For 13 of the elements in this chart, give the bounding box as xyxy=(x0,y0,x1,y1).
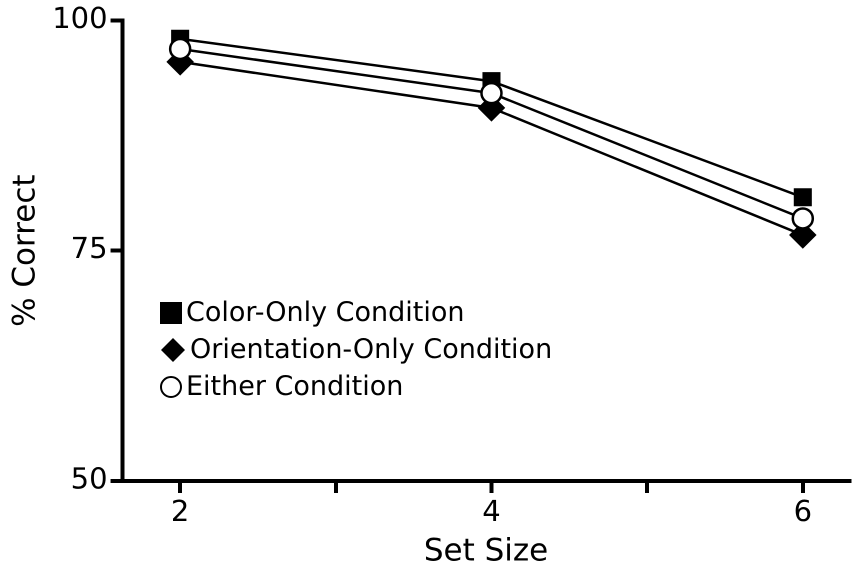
y-tick-label: 75 xyxy=(70,231,108,266)
legend-label: Orientation-Only Condition xyxy=(190,333,552,367)
y-tick-label: 100 xyxy=(52,0,108,35)
x-axis-title: Set Size xyxy=(424,532,548,568)
legend-label: Color-Only Condition xyxy=(186,296,465,330)
point xyxy=(792,207,814,230)
x-tick-label: 4 xyxy=(482,494,501,528)
y-tick-label: 50 xyxy=(70,462,108,496)
point xyxy=(794,188,812,206)
x-tick-label: 2 xyxy=(170,494,190,528)
y-axis-title: % Correct xyxy=(6,174,43,327)
legend-label: Either Condition xyxy=(186,370,404,404)
x-tick-label: 6 xyxy=(794,494,812,528)
